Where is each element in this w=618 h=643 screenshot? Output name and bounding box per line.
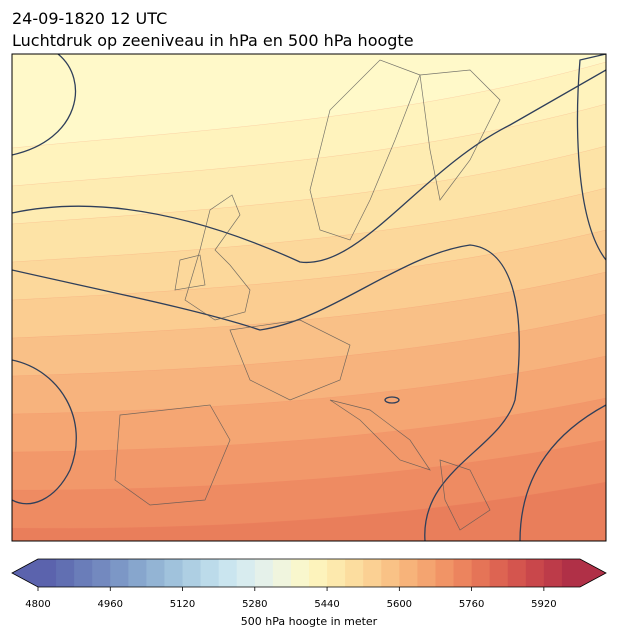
colorbar-segment bbox=[363, 559, 382, 587]
title: 24-09-1820 12 UTC bbox=[12, 9, 167, 28]
colorbar-outline bbox=[11, 558, 607, 588]
colorbar-extend-high bbox=[580, 559, 606, 587]
colorbar-segment bbox=[272, 559, 292, 587]
colorbar-segment bbox=[164, 559, 184, 587]
colorbar-segment bbox=[381, 559, 400, 587]
colorbar-segment bbox=[236, 559, 256, 587]
colorbar-segment bbox=[254, 559, 274, 587]
colorbar-segment bbox=[399, 559, 418, 587]
coast bbox=[229, 319, 351, 401]
colorbar-segment bbox=[56, 559, 75, 587]
map-frame bbox=[11, 53, 607, 542]
coast bbox=[309, 59, 421, 241]
colorbar-segment bbox=[110, 559, 129, 587]
colorbar-segment bbox=[128, 559, 147, 587]
colorbar-segment bbox=[74, 559, 93, 587]
colorbar-tick-label: 4960 bbox=[98, 599, 123, 610]
colorbar-segment bbox=[345, 559, 364, 587]
coast bbox=[114, 404, 231, 506]
colorbar-segment bbox=[489, 559, 509, 587]
colorbar-segment bbox=[146, 559, 165, 587]
coast bbox=[174, 254, 206, 291]
colorbar-label: 500 hPa hoogte in meter bbox=[241, 615, 378, 628]
isobar bbox=[12, 69, 606, 263]
colorbar-tick-label: 5760 bbox=[459, 599, 484, 610]
colorbar-tick-label: 4800 bbox=[25, 599, 50, 610]
isobar bbox=[12, 54, 77, 156]
subtitle: Luchtdruk op zeeniveau in hPa en 500 hPa… bbox=[12, 31, 414, 50]
colorbar-segment bbox=[290, 559, 310, 587]
colorbar-segment bbox=[453, 559, 473, 587]
coast bbox=[184, 194, 251, 321]
isobars bbox=[12, 54, 606, 541]
colorbar-segment bbox=[327, 559, 346, 587]
colorbar-segment bbox=[561, 559, 581, 587]
colorbar-segment bbox=[543, 559, 563, 587]
colorbar-extend-low bbox=[12, 559, 38, 587]
colorbar-segment bbox=[182, 559, 202, 587]
colorbar-segment bbox=[507, 559, 527, 587]
colorbar-segment bbox=[525, 559, 545, 587]
colorbar-segment bbox=[309, 559, 328, 587]
isobar bbox=[12, 244, 520, 541]
colorbar-tick-label: 5440 bbox=[314, 599, 339, 610]
colorbar-tick-label: 5600 bbox=[387, 599, 412, 610]
colorbar-segment bbox=[471, 559, 491, 587]
isobar bbox=[384, 396, 400, 404]
colorbar-segment bbox=[417, 559, 436, 587]
isobar bbox=[576, 54, 606, 261]
colorbar-segment bbox=[92, 559, 111, 587]
map bbox=[12, 54, 606, 541]
colorbar-tick-label: 5120 bbox=[170, 599, 195, 610]
colorbar-segment bbox=[435, 559, 455, 587]
coast bbox=[439, 459, 491, 531]
colorbar-segment bbox=[218, 559, 238, 587]
colorbar-segment bbox=[200, 559, 220, 587]
coastlines bbox=[114, 59, 501, 531]
coast bbox=[329, 399, 431, 471]
coast bbox=[419, 69, 501, 201]
colorbar-tick-label: 5920 bbox=[531, 599, 556, 610]
isobar bbox=[519, 404, 606, 541]
isobar bbox=[12, 359, 77, 505]
colorbar: 4800 4960 5120 5280 5440 5600 5760 5920 bbox=[11, 558, 607, 610]
colorbar-tick-label: 5280 bbox=[242, 599, 267, 610]
colorbar-segment bbox=[38, 559, 57, 587]
